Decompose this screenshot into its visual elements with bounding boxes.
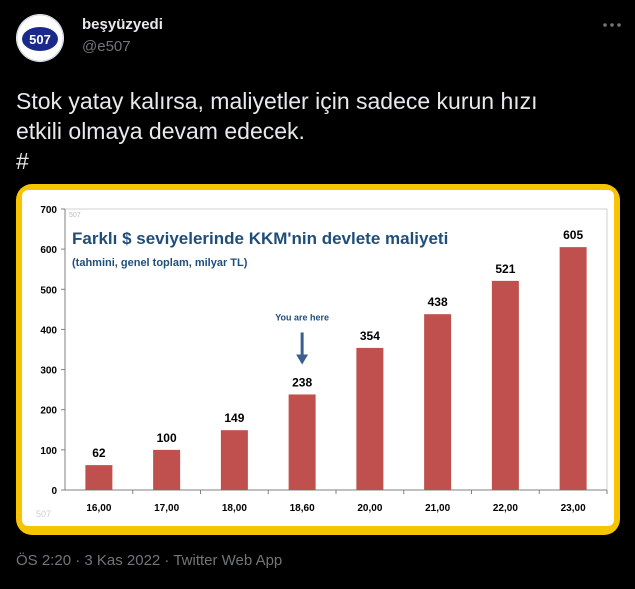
data-label: 521 [495, 262, 515, 276]
y-tick-label: 0 [51, 486, 57, 497]
bar [491, 280, 519, 490]
bar-chart: 0 100 200 300 400 500 600 700 507 507 Farklı $ sev… [36, 205, 608, 519]
tweet-text-line: Stok yatay kalırsa, maliyetler için sade… [16, 88, 538, 114]
y-tick-label: 500 [40, 285, 57, 296]
x-tick-label: 18,00 [222, 503, 247, 514]
y-tick-label: 600 [40, 245, 57, 256]
x-tick-label: 22,00 [493, 503, 518, 514]
x-tick-label: 18,60 [290, 503, 315, 514]
y-tick-label: 200 [40, 406, 57, 417]
data-label: 100 [157, 431, 177, 445]
y-tick-label: 300 [40, 366, 57, 377]
avatar-text: 507 [29, 32, 51, 47]
y-tick-label: 100 [40, 446, 57, 457]
tweet-timestamp[interactable]: ÖS 2:20 · 3 Kas 2022 · Twitter Web App [16, 552, 283, 569]
data-label: 438 [428, 295, 448, 309]
data-label: 354 [360, 329, 380, 343]
chart-subtitle: (tahmini, genel toplam, milyar TL) [72, 257, 248, 269]
x-tick-label: 17,00 [154, 503, 179, 514]
annotation-label: You are here [275, 312, 329, 322]
data-label: 238 [292, 375, 312, 389]
tweet-media[interactable]: 0 100 200 300 400 500 600 700 507 507 Farklı $ sev… [16, 184, 620, 535]
bar [559, 247, 587, 490]
x-tick-label: 20,00 [357, 503, 382, 514]
y-tick-label: 400 [40, 325, 57, 336]
bar [220, 430, 248, 490]
data-label: 149 [224, 411, 244, 425]
data-label: 62 [92, 446, 106, 460]
chart-title: Farklı $ seviyelerinde KKM'nin devlete m… [72, 229, 448, 248]
watermark-top: 507 [69, 212, 81, 219]
bar [153, 449, 181, 490]
tweet-text: Stok yatay kalırsa, maliyetler için sade… [16, 86, 616, 176]
data-label: 605 [563, 228, 583, 242]
hashtag-link[interactable]: # [16, 148, 29, 174]
plot-area [64, 208, 608, 491]
user-handle[interactable]: @e507 [82, 38, 131, 55]
bar [356, 347, 384, 490]
y-tick-label: 700 [40, 205, 57, 216]
annotation-arrow-head [296, 354, 309, 365]
x-tick-label: 16,00 [86, 503, 111, 514]
watermark-bottom: 507 [36, 509, 51, 519]
more-horizontal-icon[interactable] [600, 18, 624, 32]
bar [288, 394, 316, 490]
avatar-logo: 507 [16, 14, 64, 62]
x-tick-label: 21,00 [425, 503, 450, 514]
display-name[interactable]: beşyüzyedi [82, 16, 163, 33]
chart-image: 0 100 200 300 400 500 600 700 507 507 Farklı $ sev… [22, 190, 614, 526]
tweet-text-line: etkili olmaya devam edecek. [16, 118, 305, 144]
bar [424, 314, 452, 490]
x-tick-label: 23,00 [561, 503, 586, 514]
bar [85, 465, 113, 490]
avatar[interactable]: 507 [16, 14, 64, 62]
